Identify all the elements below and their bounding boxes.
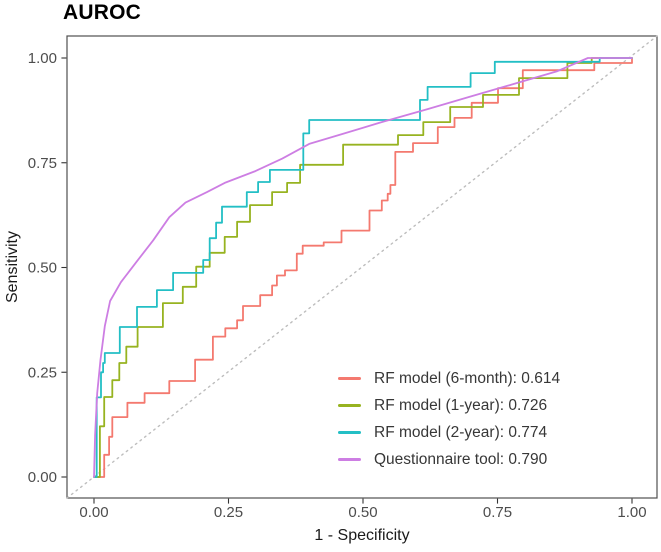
legend-label-rf-6-month: RF model (6-month): 0.614 xyxy=(374,369,561,387)
y-axis-title: Sensitivity xyxy=(4,231,21,303)
x-tick-1.00-label: 1.00 xyxy=(617,504,646,521)
x-tick-0.00-label: 0.00 xyxy=(79,504,108,521)
legend-line-swatch-rf-2-year xyxy=(338,431,361,434)
roc-curve-rf-6-month xyxy=(93,57,633,478)
legend-item-rf-1-year: RF model (1-year): 0.726 xyxy=(338,392,560,419)
legend-line-swatch-rf-6-month xyxy=(338,377,361,380)
x-tick-0.75-label: 0.75 xyxy=(483,504,512,521)
x-axis-title: 1 - Specificity xyxy=(314,527,409,544)
roc-curve-questionnaire-tool xyxy=(93,57,633,478)
y-tick-0.50-label: 0.50 xyxy=(28,260,57,277)
legend-item-questionnaire-tool: Questionnaire tool: 0.790 xyxy=(338,446,560,473)
legend-item-rf-6-month: RF model (6-month): 0.614 xyxy=(338,365,560,392)
y-axis-ticks: 0.00 0.25 0.50 0.75 1.00 xyxy=(28,50,67,486)
roc-legend: RF model (6-month): 0.614 RF model (1-yea… xyxy=(338,365,560,473)
y-tick-0.00-label: 0.00 xyxy=(28,469,57,486)
roc-curves xyxy=(93,57,633,478)
chart-title: AUROC xyxy=(63,1,141,24)
y-tick-1.00-label: 1.00 xyxy=(28,50,57,67)
legend-line-swatch-rf-1-year xyxy=(338,404,361,407)
y-tick-0.25-label: 0.25 xyxy=(28,364,57,381)
roc-curve-rf-1-year xyxy=(93,57,633,478)
x-axis-ticks: 0.00 0.25 0.50 0.75 1.00 xyxy=(79,498,647,521)
legend-label-questionnaire-tool: Questionnaire tool: 0.790 xyxy=(374,450,548,468)
y-tick-0.75-label: 0.75 xyxy=(28,155,57,172)
legend-label-rf-2-year: RF model (2-year): 0.774 xyxy=(374,423,548,441)
plot-panel xyxy=(66,35,658,499)
x-tick-0.25-label: 0.25 xyxy=(214,504,243,521)
roc-curve-rf-2-year xyxy=(93,57,633,478)
legend-item-rf-2-year: RF model (2-year): 0.774 xyxy=(338,419,560,446)
legend-label-rf-1-year: RF model (1-year): 0.726 xyxy=(374,396,548,414)
x-tick-0.50-label: 0.50 xyxy=(348,504,377,521)
legend-line-swatch-questionnaire-tool xyxy=(338,458,361,461)
